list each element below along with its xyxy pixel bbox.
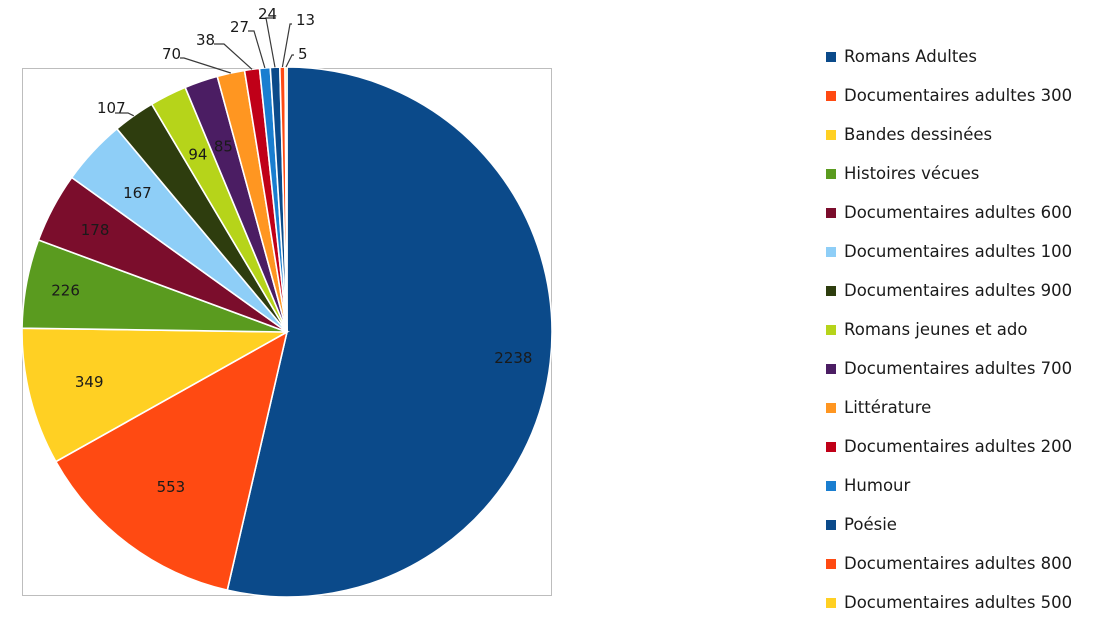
legend-swatch — [826, 363, 836, 374]
leader-line — [285, 54, 294, 68]
data-label: 70 — [162, 45, 181, 63]
legend-label: Bandes dessinées — [844, 125, 993, 144]
data-label: 24 — [258, 5, 277, 23]
legend-label: Documentaires adultes 100 — [844, 242, 1073, 261]
legend-label: Documentaires adultes 900 — [844, 281, 1073, 300]
legend-swatch — [826, 324, 836, 335]
legend-item: Documentaires adultes 100 — [826, 232, 1072, 271]
legend-label: Documentaires adultes 600 — [844, 203, 1073, 222]
pie-slice — [284, 66, 288, 333]
legend-swatch — [826, 90, 836, 101]
legend-item: Documentaires adultes 600 — [826, 193, 1072, 232]
legend-label: Documentaires adultes 300 — [844, 86, 1073, 105]
legend-swatch — [826, 168, 836, 179]
legend-item: Romans jeunes et ado — [826, 310, 1072, 349]
data-label: 5 — [298, 45, 308, 63]
leader-line — [180, 57, 231, 74]
legend-item: Documentaires adultes 900 — [826, 271, 1072, 310]
legend-swatch — [826, 597, 836, 608]
legend-swatch — [826, 246, 836, 257]
legend-item: Humour — [826, 466, 1072, 505]
legend-item: Documentaires adultes 200 — [826, 427, 1072, 466]
legend: Romans Adultes Documentaires adultes 300 B… — [826, 37, 1072, 622]
legend-swatch — [826, 285, 836, 296]
leader-line — [265, 17, 276, 68]
leader-line — [115, 112, 135, 117]
legend-swatch — [826, 441, 836, 452]
legend-label: Romans jeunes et ado — [844, 320, 1028, 339]
pie-slice — [54, 330, 289, 592]
data-label: 349 — [75, 373, 104, 391]
legend-swatch — [826, 558, 836, 569]
data-label: 13 — [296, 11, 315, 29]
leader-line — [248, 30, 266, 69]
legend-item: Bandes dessinées — [826, 115, 1072, 154]
legend-swatch — [826, 207, 836, 218]
data-label: 226 — [51, 282, 80, 300]
legend-item: Littérature — [826, 388, 1072, 427]
legend-label: Documentaires adultes 500 — [844, 593, 1073, 612]
data-label: 85 — [214, 138, 233, 156]
data-label: 178 — [81, 221, 110, 239]
legend-item: Histoires vécues — [826, 154, 1072, 193]
data-label: 27 — [230, 18, 249, 36]
legend-swatch — [826, 402, 836, 413]
legend-label: Romans Adultes — [844, 47, 978, 66]
legend-swatch — [826, 519, 836, 530]
data-label: 2238 — [494, 349, 532, 367]
legend-label: Humour — [844, 476, 911, 495]
data-label: 167 — [123, 184, 152, 202]
legend-label: Documentaires adultes 200 — [844, 437, 1073, 456]
data-label: 107 — [97, 99, 126, 117]
legend-item: Documentaires adultes 500 — [826, 583, 1072, 622]
data-label: 38 — [196, 31, 215, 49]
legend-item: Documentaires adultes 700 — [826, 349, 1072, 388]
legend-swatch — [826, 129, 836, 140]
legend-label: Poésie — [844, 515, 897, 534]
pie-slice — [226, 66, 553, 598]
leader-line — [281, 23, 292, 68]
legend-item: Romans Adultes — [826, 37, 1072, 76]
leader-line — [214, 43, 253, 70]
pie-slice — [21, 327, 290, 463]
legend-item: Documentaires adultes 800 — [826, 544, 1072, 583]
legend-label: Documentaires adultes 800 — [844, 554, 1073, 573]
legend-item: Documentaires adultes 300 — [826, 76, 1072, 115]
legend-label: Documentaires adultes 700 — [844, 359, 1073, 378]
data-label: 94 — [188, 145, 207, 163]
legend-label: Histoires vécues — [844, 164, 980, 183]
legend-item: Poésie — [826, 505, 1072, 544]
legend-swatch — [826, 480, 836, 491]
legend-label: Littérature — [844, 398, 932, 417]
data-label: 553 — [157, 478, 186, 496]
legend-swatch — [826, 51, 836, 62]
